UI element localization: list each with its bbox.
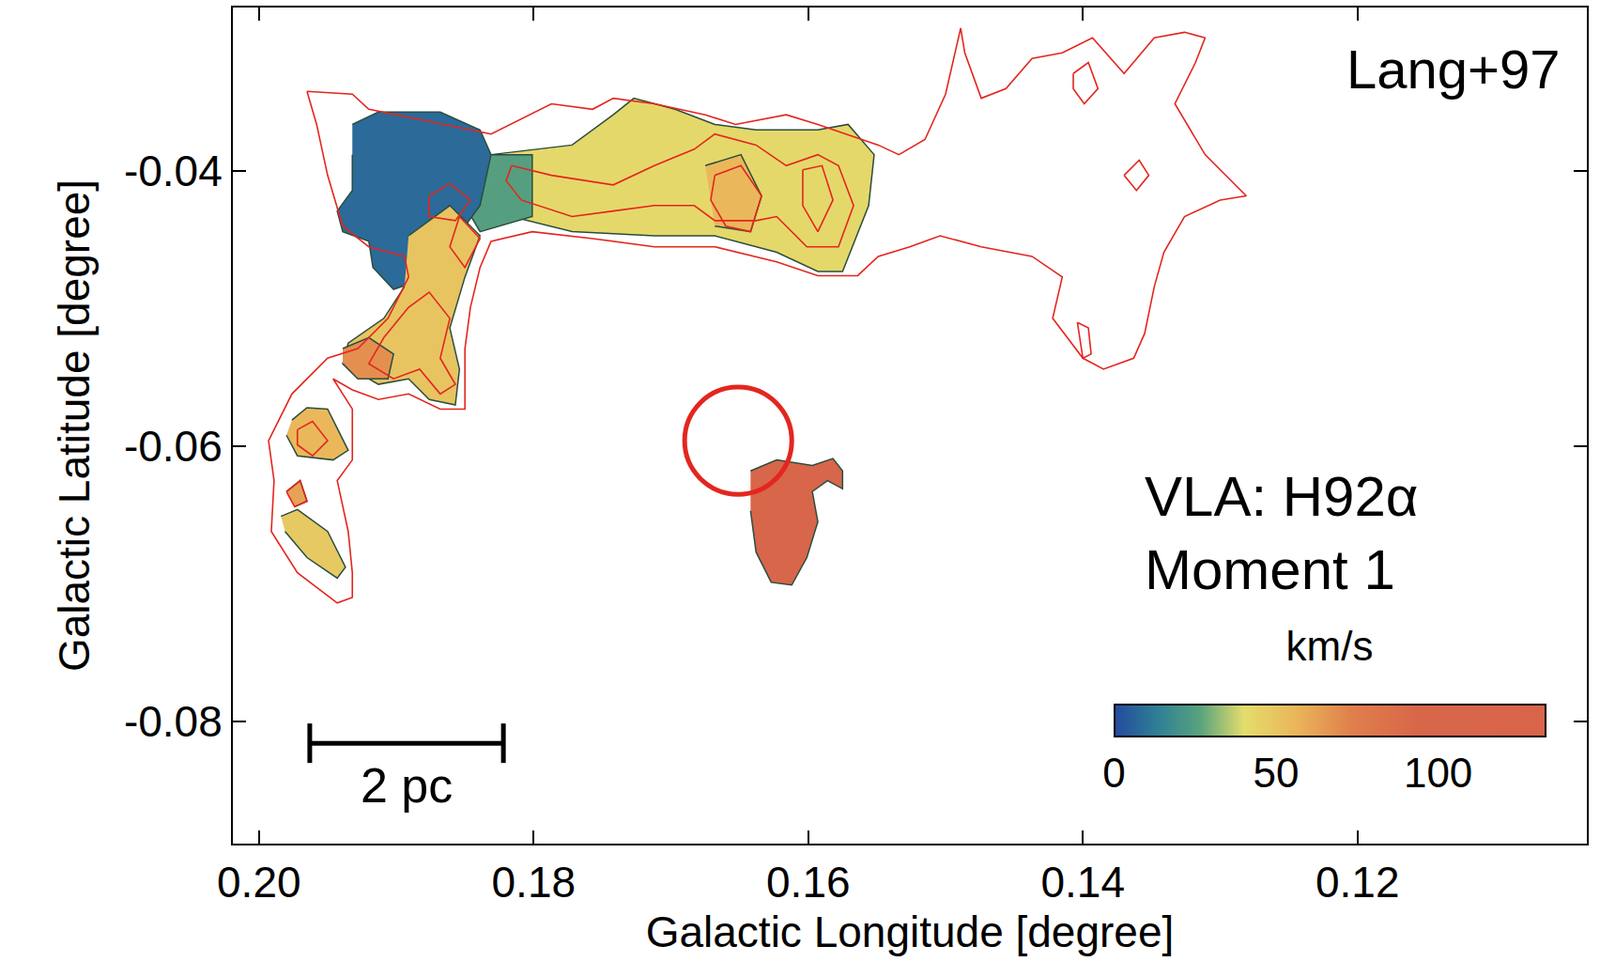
svg-text:VLA: H92αMoment 1: VLA: H92αMoment 1 — [1144, 464, 1419, 601]
svg-text:Galactic Latitude [degree]: Galactic Latitude [degree] — [49, 179, 99, 672]
svg-text:0.12: 0.12 — [1315, 857, 1400, 907]
svg-text:0.18: 0.18 — [492, 857, 577, 907]
svg-text:0.16: 0.16 — [766, 857, 851, 907]
svg-text:0.20: 0.20 — [216, 857, 302, 907]
svg-text:km/s: km/s — [1286, 622, 1374, 669]
svg-text:100: 100 — [1403, 749, 1473, 796]
svg-text:-0.06: -0.06 — [123, 421, 223, 471]
svg-text:-0.04: -0.04 — [123, 146, 223, 196]
svg-text:Galactic Longitude [degree]: Galactic Longitude [degree] — [646, 907, 1175, 956]
svg-text:-0.08: -0.08 — [123, 696, 223, 746]
svg-text:0: 0 — [1102, 749, 1125, 796]
svg-text:2 pc: 2 pc — [360, 757, 453, 813]
svg-text:50: 50 — [1253, 749, 1300, 796]
svg-text:Lang+97: Lang+97 — [1346, 38, 1560, 100]
svg-text:0.14: 0.14 — [1041, 857, 1126, 907]
